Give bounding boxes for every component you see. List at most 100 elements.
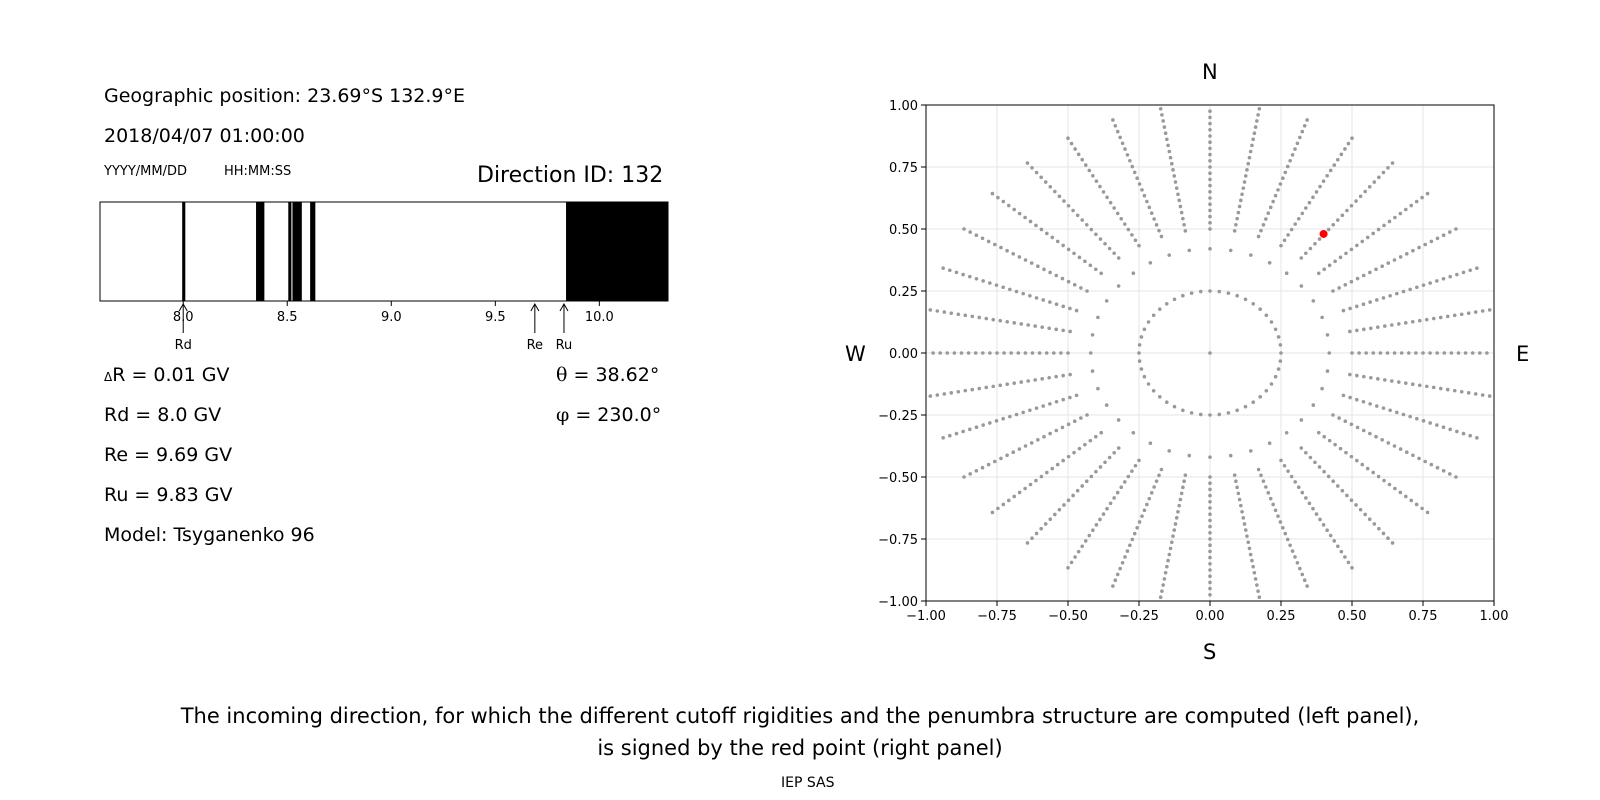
grid-point xyxy=(1328,168,1333,173)
grid-point xyxy=(1285,164,1290,169)
grid-point xyxy=(968,230,972,234)
x-tick-label: 10.0 xyxy=(585,310,614,325)
grid-point xyxy=(1001,199,1006,204)
grid-point xyxy=(1339,152,1344,157)
grid-point xyxy=(1349,279,1354,284)
delta-r-text: R = 0.01 GV xyxy=(112,364,230,386)
grid-point xyxy=(1337,416,1341,420)
grid-point xyxy=(1034,296,1039,300)
grid-point xyxy=(1245,168,1249,172)
grid-point xyxy=(1385,351,1390,355)
grid-point xyxy=(1337,286,1341,290)
grid-point xyxy=(1466,391,1471,395)
grid-point xyxy=(1374,298,1379,302)
grid-point xyxy=(1362,374,1366,379)
grid-point xyxy=(1072,419,1077,424)
grid-point xyxy=(1098,517,1102,522)
grid-point xyxy=(1066,203,1071,208)
grid-point xyxy=(1101,512,1106,516)
grid-point xyxy=(1226,291,1231,295)
grid-point xyxy=(1111,584,1115,588)
grid-point xyxy=(1455,272,1459,277)
phi-text: = 230.0° xyxy=(569,404,662,426)
grid-point xyxy=(1290,549,1295,553)
grid-point xyxy=(1449,351,1454,355)
grid-point xyxy=(1208,493,1212,498)
grid-point xyxy=(1368,402,1372,406)
grid-point xyxy=(1019,322,1024,326)
grid-point xyxy=(1350,351,1354,355)
grid-point xyxy=(1061,373,1065,378)
datetime: 2018/04/07 01:00:00 xyxy=(104,125,305,147)
grid-point xyxy=(1108,200,1113,205)
delta-r-value: ΔR = 0.01 GV xyxy=(104,364,229,386)
grid-point xyxy=(1250,143,1254,148)
grid-point xyxy=(1322,469,1326,474)
grid-point xyxy=(962,227,966,231)
grid-point xyxy=(1066,498,1071,503)
grid-point xyxy=(1401,289,1406,294)
grid-point xyxy=(1055,462,1060,467)
grid-point xyxy=(1429,462,1434,467)
grid-point xyxy=(1372,180,1377,184)
grid-point xyxy=(1468,268,1473,273)
grid-point xyxy=(1281,176,1285,181)
y-tick-label: −0.25 xyxy=(878,409,918,424)
grid-point xyxy=(1068,329,1072,334)
grid-point xyxy=(1328,533,1333,538)
grid-point xyxy=(1350,136,1354,141)
grid-point xyxy=(1061,458,1065,463)
grid-point xyxy=(1248,149,1253,154)
grid-point xyxy=(1346,560,1351,565)
marker-label-rd: Rd xyxy=(175,338,192,353)
grid-point xyxy=(1392,258,1397,262)
grid-point xyxy=(1256,113,1260,117)
grid-point xyxy=(1355,373,1359,378)
grid-point xyxy=(1299,418,1304,422)
grid-point xyxy=(1368,270,1372,275)
grid-point xyxy=(1008,287,1012,292)
grid-point xyxy=(1365,235,1370,240)
grid-point xyxy=(1154,223,1159,227)
grid-point xyxy=(1002,351,1006,355)
grid-point xyxy=(1029,261,1034,265)
grid-point xyxy=(1208,518,1212,523)
grid-point xyxy=(1137,243,1141,248)
grid-point xyxy=(1320,386,1324,391)
grid-point xyxy=(1355,243,1359,248)
grid-point xyxy=(1344,450,1348,455)
y-tick-label: 0.00 xyxy=(889,347,918,362)
grid-point xyxy=(1066,279,1071,284)
grid-point xyxy=(1142,374,1147,379)
grid-point xyxy=(1012,494,1016,499)
grid-point xyxy=(988,281,992,285)
grid-point xyxy=(1387,482,1392,487)
grid-point xyxy=(1113,123,1118,128)
grid-point xyxy=(1088,351,1093,355)
grid-point xyxy=(1115,572,1120,577)
grid-point xyxy=(1414,199,1419,204)
grid-point xyxy=(1029,441,1034,445)
grid-point xyxy=(1179,210,1184,215)
compass-west: W xyxy=(845,342,866,366)
marker-arrowhead-rd xyxy=(178,302,188,312)
x-tick-label: −1.00 xyxy=(906,609,946,624)
grid-point xyxy=(1131,271,1136,276)
grid-point xyxy=(1181,408,1185,413)
grid-point xyxy=(1381,296,1386,300)
compass-south: S xyxy=(1203,640,1217,664)
grid-point xyxy=(1281,525,1285,530)
grid-point xyxy=(1349,422,1354,427)
grid-point xyxy=(1283,170,1288,175)
grid-point xyxy=(1045,231,1049,236)
grid-point xyxy=(1208,109,1212,113)
grid-point xyxy=(1369,375,1373,380)
grid-point xyxy=(1048,431,1052,436)
grid-point xyxy=(1269,382,1274,386)
grid-point xyxy=(1340,213,1345,218)
grid-point xyxy=(1348,372,1352,377)
grid-point xyxy=(1077,255,1082,260)
x-tick-label: 0.75 xyxy=(1409,609,1438,624)
grid-point xyxy=(1028,482,1033,487)
grid-point xyxy=(1393,486,1397,491)
